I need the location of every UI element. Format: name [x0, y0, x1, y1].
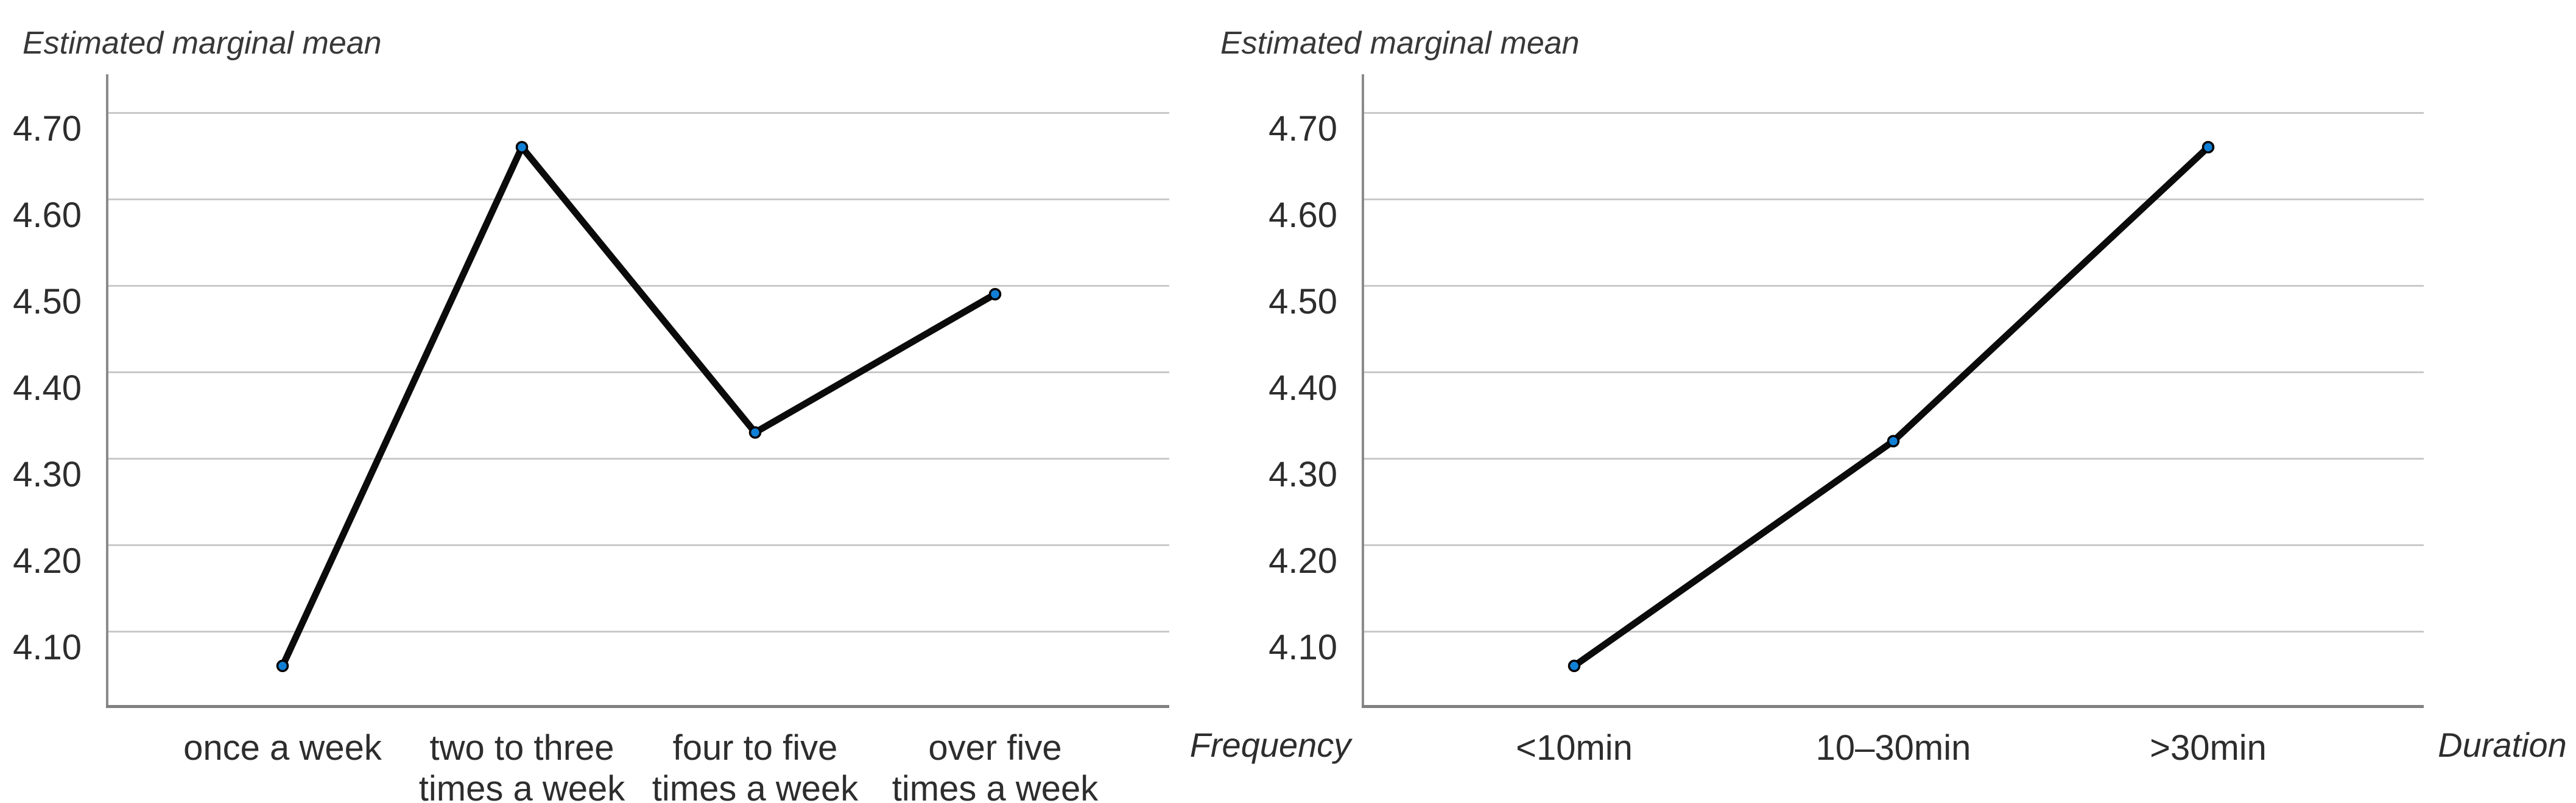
y-axis-line	[106, 74, 108, 708]
x-axis-title-duration: Duration	[2438, 726, 2567, 764]
x-category-label: over five times a week	[892, 728, 1099, 803]
y-tick-label: 4.20	[13, 541, 82, 581]
y-tick-label: 4.50	[1269, 282, 1337, 321]
gridline	[1364, 544, 2424, 546]
gridline	[1364, 371, 2424, 373]
data-point-marker	[1887, 435, 1900, 447]
y-tick-label: 4.30	[1269, 455, 1337, 494]
x-category-label: 10–30min	[1815, 728, 1971, 768]
gridline	[1364, 198, 2424, 200]
data-point-marker	[2201, 141, 2215, 154]
chart-title: Estimated marginal mean	[23, 26, 382, 61]
data-point-marker	[1568, 659, 1581, 673]
chart-title: Estimated marginal mean	[1220, 26, 1580, 61]
x-category-label: >30min	[2150, 728, 2267, 768]
x-category-label: two to three times a week	[418, 728, 625, 803]
gridline	[1364, 457, 2424, 460]
gridline	[1364, 111, 2424, 114]
y-tick-label: 4.20	[1269, 541, 1337, 581]
x-axis-line	[106, 705, 1169, 708]
y-tick-label: 4.30	[13, 455, 82, 494]
y-tick-label: 4.70	[1269, 109, 1337, 149]
y-tick-label: 4.50	[13, 282, 82, 321]
y-tick-label: 4.40	[1269, 368, 1337, 408]
gridline	[1364, 630, 2424, 633]
y-tick-label: 4.40	[13, 368, 82, 408]
x-category-label: once a week	[183, 728, 382, 768]
y-tick-label: 4.10	[13, 628, 82, 667]
y-tick-label: 4.70	[13, 109, 82, 149]
data-line	[1571, 144, 2212, 670]
y-tick-label: 4.10	[1269, 628, 1337, 667]
y-tick-label: 4.60	[1269, 195, 1337, 235]
gridline	[108, 111, 1169, 114]
x-axis-title-frequency: Frequency	[1189, 726, 1351, 764]
gridline	[1364, 284, 2424, 287]
x-axis-line	[1362, 705, 2424, 708]
y-axis-line	[1362, 74, 1364, 708]
x-category-label: <10min	[1516, 728, 1633, 768]
y-tick-label: 4.60	[13, 195, 82, 235]
x-category-label: four to five times a week	[652, 728, 859, 803]
